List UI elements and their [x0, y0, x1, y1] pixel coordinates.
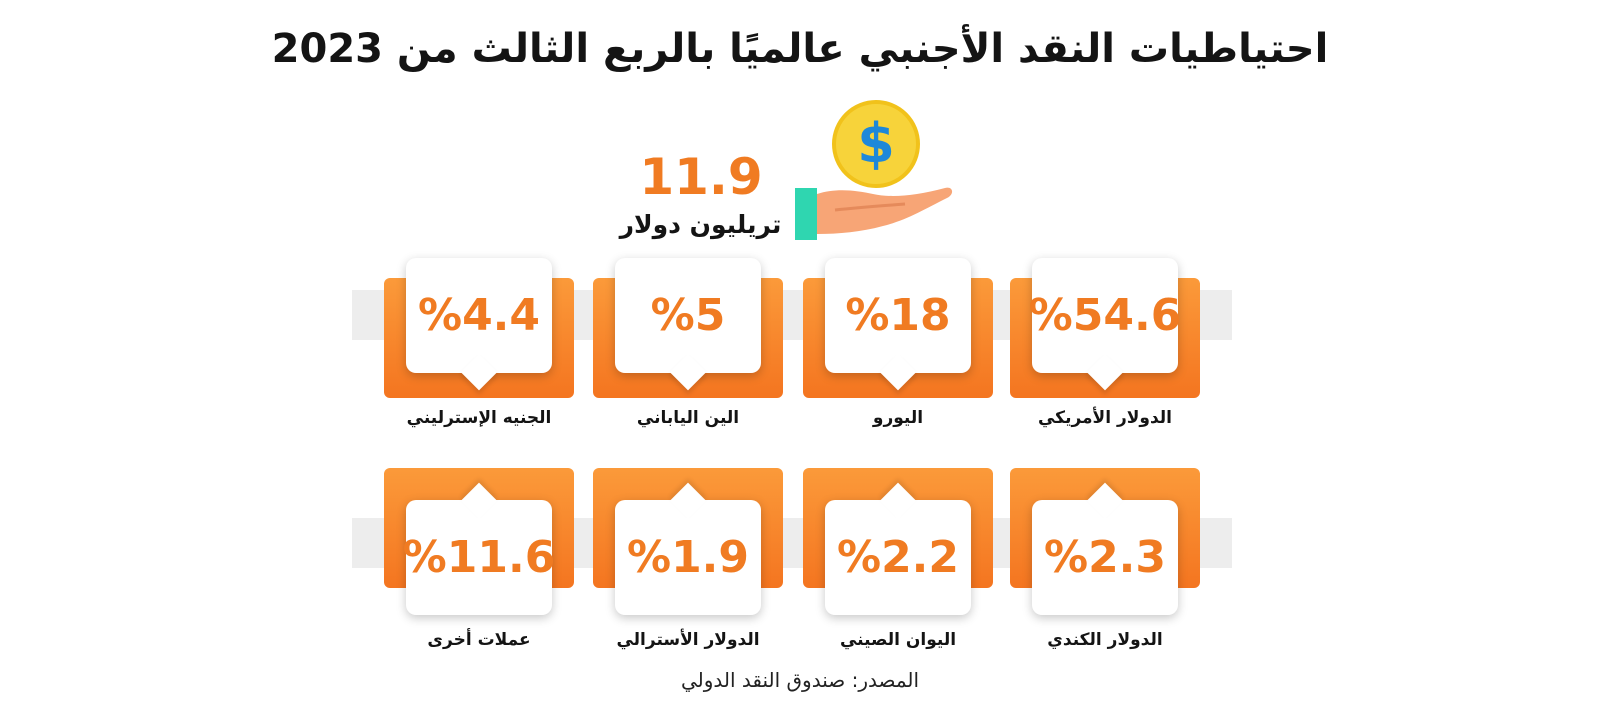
currency-percent: %2.2: [836, 531, 960, 583]
currency-label: الجنيه الإسترليني: [406, 408, 552, 428]
currency-percent: %11.6: [402, 531, 556, 583]
currency-label: الين الياباني: [636, 408, 740, 428]
currency-card-pound-sterling: %4.4 الجنيه الإسترليني: [384, 258, 574, 468]
currency-percent: %4.4: [417, 289, 541, 341]
currency-card-us-dollar: %54.6 الدولار الأمريكي: [1010, 258, 1200, 468]
currency-percent: %18: [845, 289, 951, 341]
currency-label: الدولار الأمريكي: [1037, 408, 1173, 428]
currency-percent: %54.6: [1028, 289, 1182, 341]
currency-percent: %2.3: [1043, 531, 1167, 583]
total-reserves-unit: تريليون دولار: [619, 210, 782, 239]
currency-label: اليوان الصيني: [839, 630, 957, 650]
currency-label: اليورو: [872, 408, 924, 428]
currency-label: الدولار الكندي: [1047, 630, 1163, 650]
currency-label: الدولار الأسترالي: [616, 630, 760, 650]
infographic-title: احتياطيات النقد الأجنبي عالميًا بالربع ا…: [271, 26, 1329, 72]
currency-card-canadian-dollar: %2.3 الدولار الكندي: [1010, 468, 1200, 678]
currency-card-japanese-yen: %5 الين الياباني: [593, 258, 783, 468]
source-note: المصدر: صندوق النقد الدولي: [680, 668, 920, 692]
currency-percent: %1.9: [626, 531, 750, 583]
dollar-coin-icon: $: [832, 100, 920, 188]
currency-card-chinese-yuan: %2.2 اليوان الصيني: [803, 468, 993, 678]
currency-label: عملات أخرى: [427, 630, 531, 650]
currency-card-other-currencies: %11.6 عملات أخرى: [384, 468, 574, 678]
currency-card-euro: %18 اليورو: [803, 258, 993, 468]
hand-icon: [795, 187, 953, 240]
currency-percent: %5: [650, 289, 726, 341]
currency-card-australian-dollar: %1.9 الدولار الأسترالي: [593, 468, 783, 678]
total-reserves-value: 11.9: [639, 148, 763, 206]
